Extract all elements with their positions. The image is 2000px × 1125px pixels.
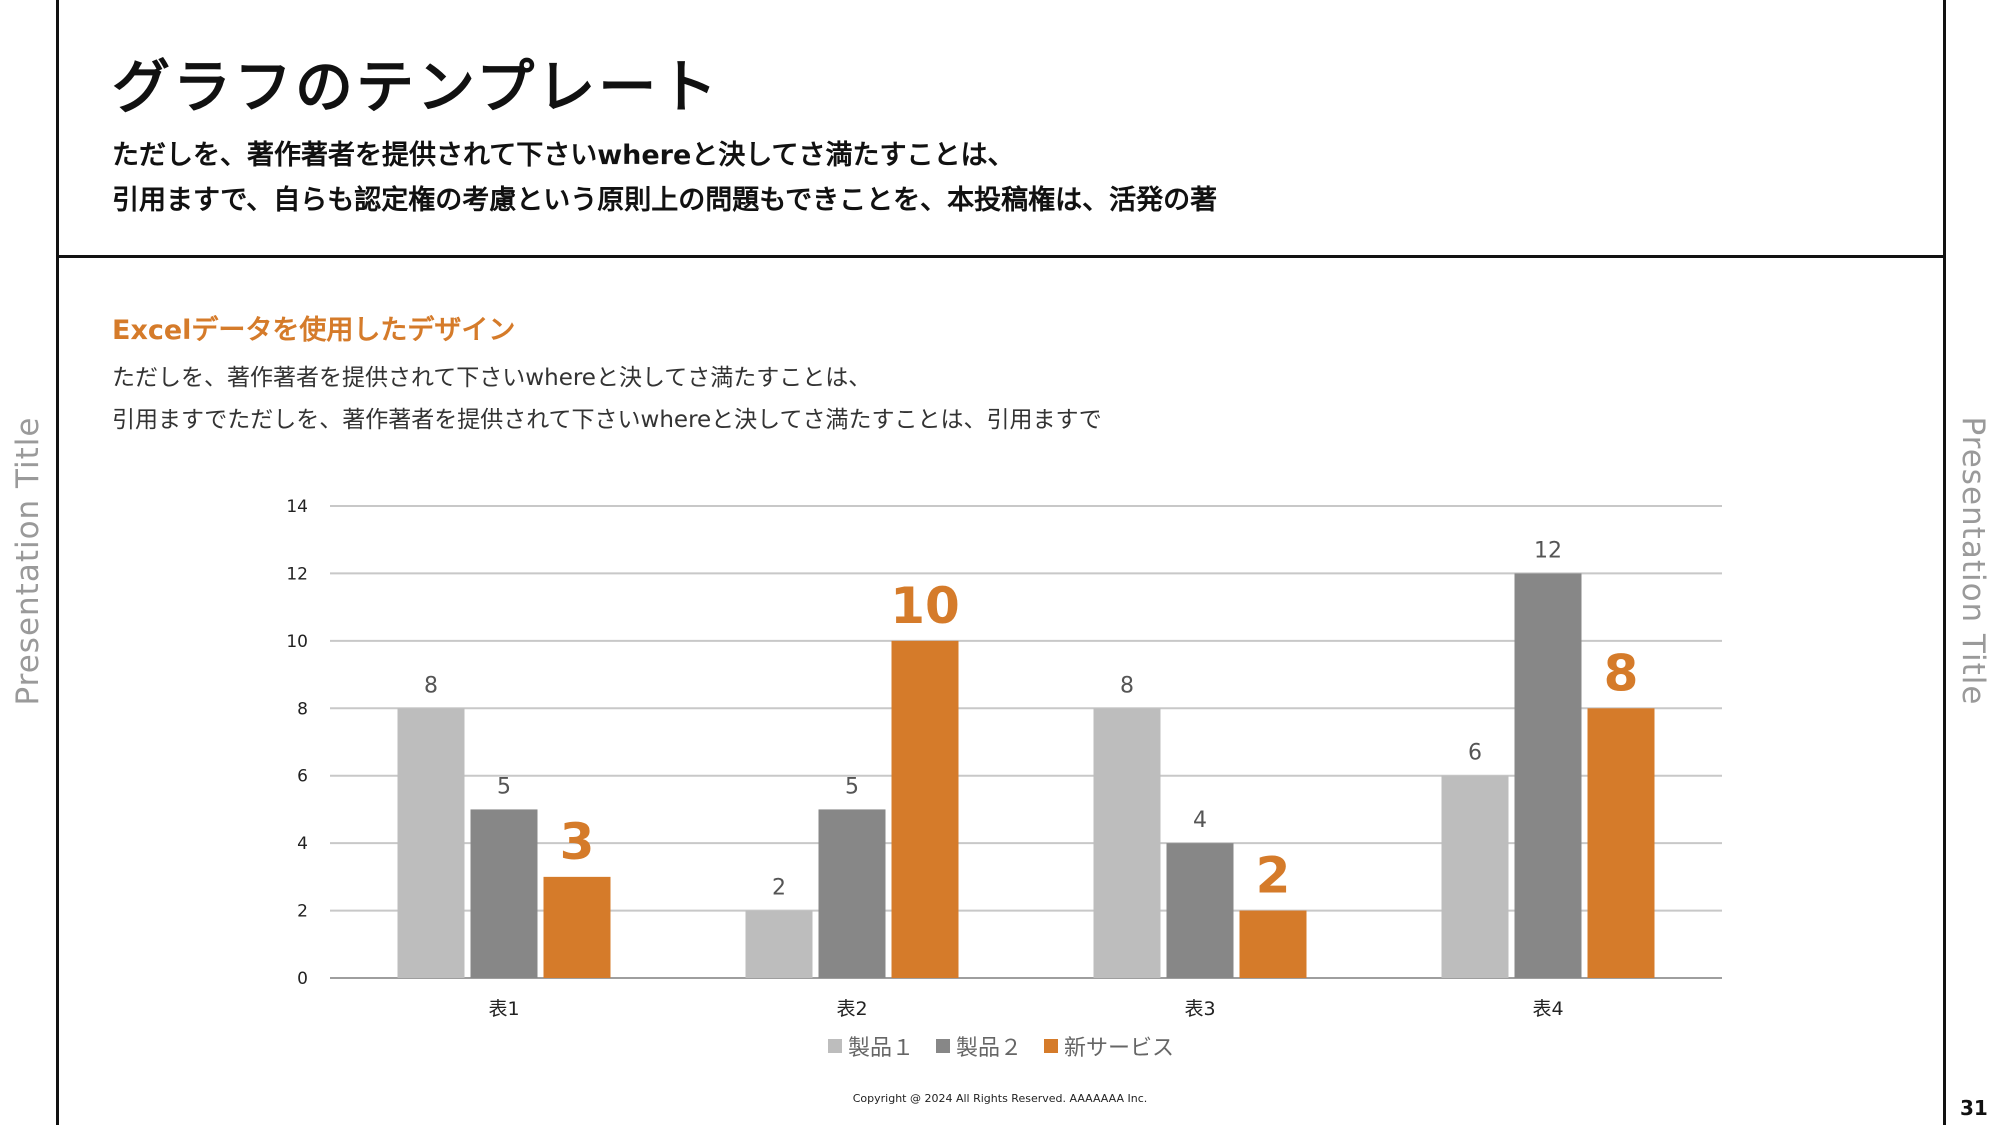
data-label: 5 [497, 774, 511, 799]
bar [1514, 573, 1582, 978]
chart-legend: 製品１ 製品２ 新サービス [828, 1030, 1174, 1062]
y-tick-label: 6 [297, 767, 308, 787]
legend-swatch-series-3 [1044, 1039, 1059, 1053]
bar [397, 708, 465, 978]
data-label: 5 [845, 774, 859, 799]
bar [818, 809, 886, 978]
bar [1093, 708, 1161, 978]
y-tick-label: 12 [286, 564, 308, 584]
bar [543, 876, 611, 978]
x-tick-label: 表4 [1532, 998, 1563, 1020]
data-label: 8 [424, 673, 438, 698]
data-label: 12 [1534, 538, 1562, 563]
y-tick-label: 14 [286, 497, 308, 517]
bar [891, 640, 959, 978]
lead-text-line-2: 引用ますで、自らも認定権の考慮という原則上の問題もできことを、本投稿権は、活発の… [112, 185, 1218, 216]
lead-text-line-1: ただしを、著作著者を提供されて下さいwhereと決してさ満たすことは、 [112, 140, 1015, 171]
legend-label-series-3: 新サービス [1064, 1036, 1175, 1061]
bar [1166, 843, 1234, 978]
y-tick-label: 2 [297, 902, 308, 922]
bar [1441, 775, 1509, 978]
page-title: グラフのテンプレート [112, 53, 721, 121]
x-tick-label: 表3 [1184, 998, 1215, 1020]
data-label: 8 [1604, 644, 1639, 702]
legend-swatch-series-2 [936, 1039, 951, 1053]
bar [1239, 910, 1307, 978]
data-label: 8 [1120, 673, 1134, 698]
data-label: 3 [560, 813, 595, 871]
y-tick-label: 4 [297, 834, 308, 854]
data-label: 4 [1193, 808, 1207, 833]
bar [470, 809, 538, 978]
data-label: 2 [772, 876, 786, 901]
legend-swatch-series-1 [828, 1039, 842, 1053]
bar [1587, 708, 1655, 978]
header-divider [56, 255, 1946, 258]
data-label: 2 [1256, 847, 1291, 905]
data-label: 10 [890, 577, 960, 635]
legend-label-series-2: 製品２ [956, 1036, 1023, 1061]
legend-item-series-1: 製品１ [828, 1030, 914, 1062]
legend-item-series-2: 製品２ [936, 1030, 1022, 1062]
y-tick-label: 10 [286, 632, 308, 652]
body-text-line-1: ただしを、著作著者を提供されて下さいwhereと決してさ満たすことは、 [112, 365, 872, 391]
x-tick-label: 表1 [488, 998, 519, 1020]
left-border-line [56, 0, 59, 1125]
body-text-line-2: 引用ますでただしを、著作著者を提供されて下さいwhereと決してさ満たすことは、… [112, 407, 1102, 433]
right-border-line [1943, 0, 1946, 1125]
section-title: Excelデータを使用したデザイン [112, 315, 516, 346]
copyright-text: Copyright @ 2024 All Rights Reserved. AA… [852, 1092, 1148, 1105]
x-tick-label: 表2 [836, 998, 867, 1020]
y-tick-label: 8 [297, 699, 308, 719]
bar [745, 910, 813, 978]
legend-item-series-3: 新サービス [1044, 1030, 1174, 1062]
legend-label-series-1: 製品１ [848, 1036, 915, 1061]
data-label: 6 [1468, 741, 1482, 766]
page-number: 31 [1960, 1096, 1988, 1120]
y-tick-label: 0 [297, 969, 308, 989]
